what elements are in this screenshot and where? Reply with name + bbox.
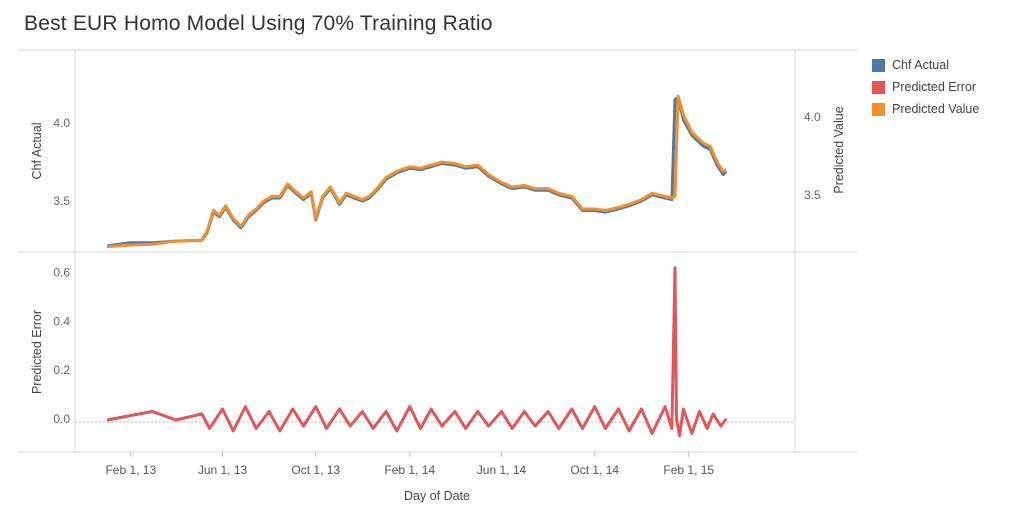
- legend-label: Predicted Error: [892, 80, 977, 94]
- series-line-predicted-error: [106, 266, 728, 438]
- series-line-predicted-value: [106, 94, 727, 249]
- y-tick-right-top: 3.5: [804, 188, 821, 202]
- panel-frames: [18, 49, 857, 453]
- top-panel-series: [106, 94, 728, 249]
- y-tick-bottom: 0.4: [53, 314, 70, 328]
- legend-label: Predicted Value: [892, 102, 980, 116]
- x-tick-label: Jun 1, 14: [477, 463, 527, 477]
- y-tick-right-top: 4.0: [804, 110, 821, 124]
- x-axis-title: Day of Date: [404, 489, 470, 503]
- x-tick-label: Oct 1, 13: [291, 463, 340, 477]
- legend-swatch: [872, 58, 885, 72]
- legend-swatch: [872, 102, 885, 116]
- x-tick-label: Oct 1, 14: [570, 463, 619, 477]
- series-line-chf-actual: [106, 96, 728, 248]
- y-tick-bottom: 0.6: [53, 266, 70, 280]
- legend-item[interactable]: Chf Actual: [872, 54, 1008, 76]
- x-tick-label: Feb 1, 15: [663, 463, 714, 477]
- x-tick-label: Feb 1, 13: [105, 463, 156, 477]
- legend-swatch: [872, 80, 885, 94]
- axes-text: 4.0 3.5 4.0 3.5 0.6 0.4 0.2 0.0 Feb 1, 13 Jun 1, …: [53, 110, 821, 477]
- legend-label: Chf Actual: [892, 58, 949, 72]
- y-axis-title-left-top: Chf Actual: [30, 123, 44, 180]
- y-tick-bottom: 0.0: [53, 412, 70, 426]
- x-tick-label: Feb 1, 14: [384, 463, 435, 477]
- y-axis-title-bottom: Predicted Error: [30, 310, 44, 394]
- y-axis-title-right-top: Predicted Value: [832, 106, 846, 193]
- bottom-panel-series: [106, 266, 728, 438]
- x-tick-label: Jun 1, 13: [198, 463, 248, 477]
- y-tick-left-top: 3.5: [53, 194, 70, 208]
- chart-title: Best EUR Homo Model Using 70% Training R…: [24, 12, 493, 35]
- y-tick-left-top: 4.0: [53, 116, 70, 130]
- legend-item[interactable]: Predicted Value: [872, 98, 1008, 120]
- legend: Chf Actual Predicted Error Predicted Value: [872, 54, 1008, 120]
- legend-item[interactable]: Predicted Error: [872, 76, 1008, 98]
- y-tick-bottom: 0.2: [53, 363, 70, 377]
